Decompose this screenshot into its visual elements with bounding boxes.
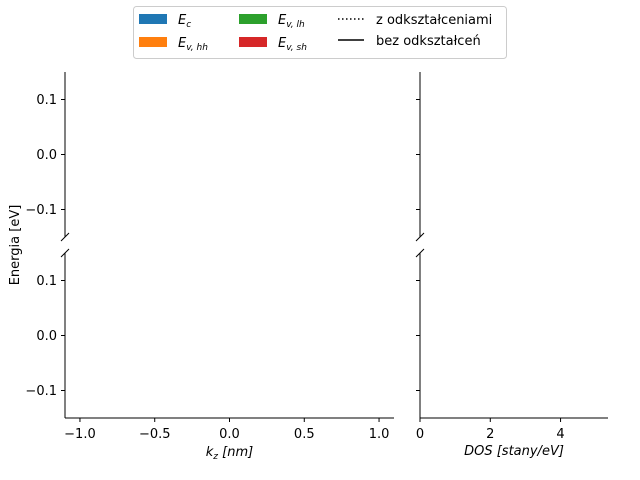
axis-break-mark bbox=[415, 232, 425, 242]
legend-item: Ev, hh bbox=[139, 36, 208, 53]
x-tick-label: 0.5 bbox=[294, 427, 315, 442]
panel-lower-left: 0.1 0.0 −0.1 −1.0 −0.5 0.0 0.5 1.0 bbox=[25, 248, 394, 442]
legend-swatch bbox=[139, 14, 167, 24]
axis-break-mark bbox=[415, 248, 425, 258]
legend-label: Ev, lh bbox=[278, 13, 305, 30]
x-tick-label: 0 bbox=[416, 427, 424, 442]
legend-item: z odkształceniami bbox=[338, 13, 492, 28]
legend-label: Ev, sh bbox=[278, 36, 307, 53]
legend-label: Ev, hh bbox=[178, 36, 208, 53]
legend-label: z odkształceniami bbox=[376, 13, 492, 28]
x-tick-label: 1.0 bbox=[369, 427, 390, 442]
legend-item: Ev, lh bbox=[239, 13, 305, 30]
x-tick-label: −0.5 bbox=[139, 427, 171, 442]
y-tick-label: −0.1 bbox=[25, 384, 57, 399]
y-tick-label: −0.1 bbox=[25, 203, 57, 218]
panel-lower-right: 0 2 4 bbox=[415, 248, 608, 442]
legend-frame bbox=[133, 6, 507, 59]
legend-item: bez odkształceń bbox=[338, 34, 481, 49]
y-tick-label: 0.0 bbox=[36, 329, 57, 344]
axis-break-mark bbox=[60, 232, 70, 242]
legend-item: Ev, sh bbox=[239, 36, 307, 53]
legend-item: Ec bbox=[139, 13, 191, 30]
legend-label: bez odkształceń bbox=[376, 34, 481, 49]
legend: Ec Ev, hh Ev, lh Ev, sh z odkształceniami bez… bbox=[133, 6, 507, 59]
legend-label: Ec bbox=[178, 13, 191, 30]
x-tick-label: 4 bbox=[556, 427, 564, 442]
x-tick-label: 0.0 bbox=[219, 427, 240, 442]
legend-swatch bbox=[139, 37, 167, 47]
legend-swatch bbox=[239, 37, 267, 47]
panel-upper-left: 0.1 0.0 −0.1 bbox=[25, 72, 70, 242]
y-axis-label: Energia [eV] bbox=[8, 205, 23, 286]
x-axis-label-main: kz [nm] bbox=[206, 445, 253, 462]
legend-swatch bbox=[239, 14, 267, 24]
x-axis-label-dos: DOS [stany/eV] bbox=[464, 444, 564, 459]
panel-upper-right bbox=[415, 72, 425, 242]
x-tick-label: −1.0 bbox=[64, 427, 96, 442]
y-tick-label: 0.0 bbox=[36, 148, 57, 163]
y-tick-label: 0.1 bbox=[36, 274, 57, 289]
x-tick-label: 2 bbox=[486, 427, 494, 442]
y-tick-label: 0.1 bbox=[36, 93, 57, 108]
axis-break-mark bbox=[60, 248, 70, 258]
